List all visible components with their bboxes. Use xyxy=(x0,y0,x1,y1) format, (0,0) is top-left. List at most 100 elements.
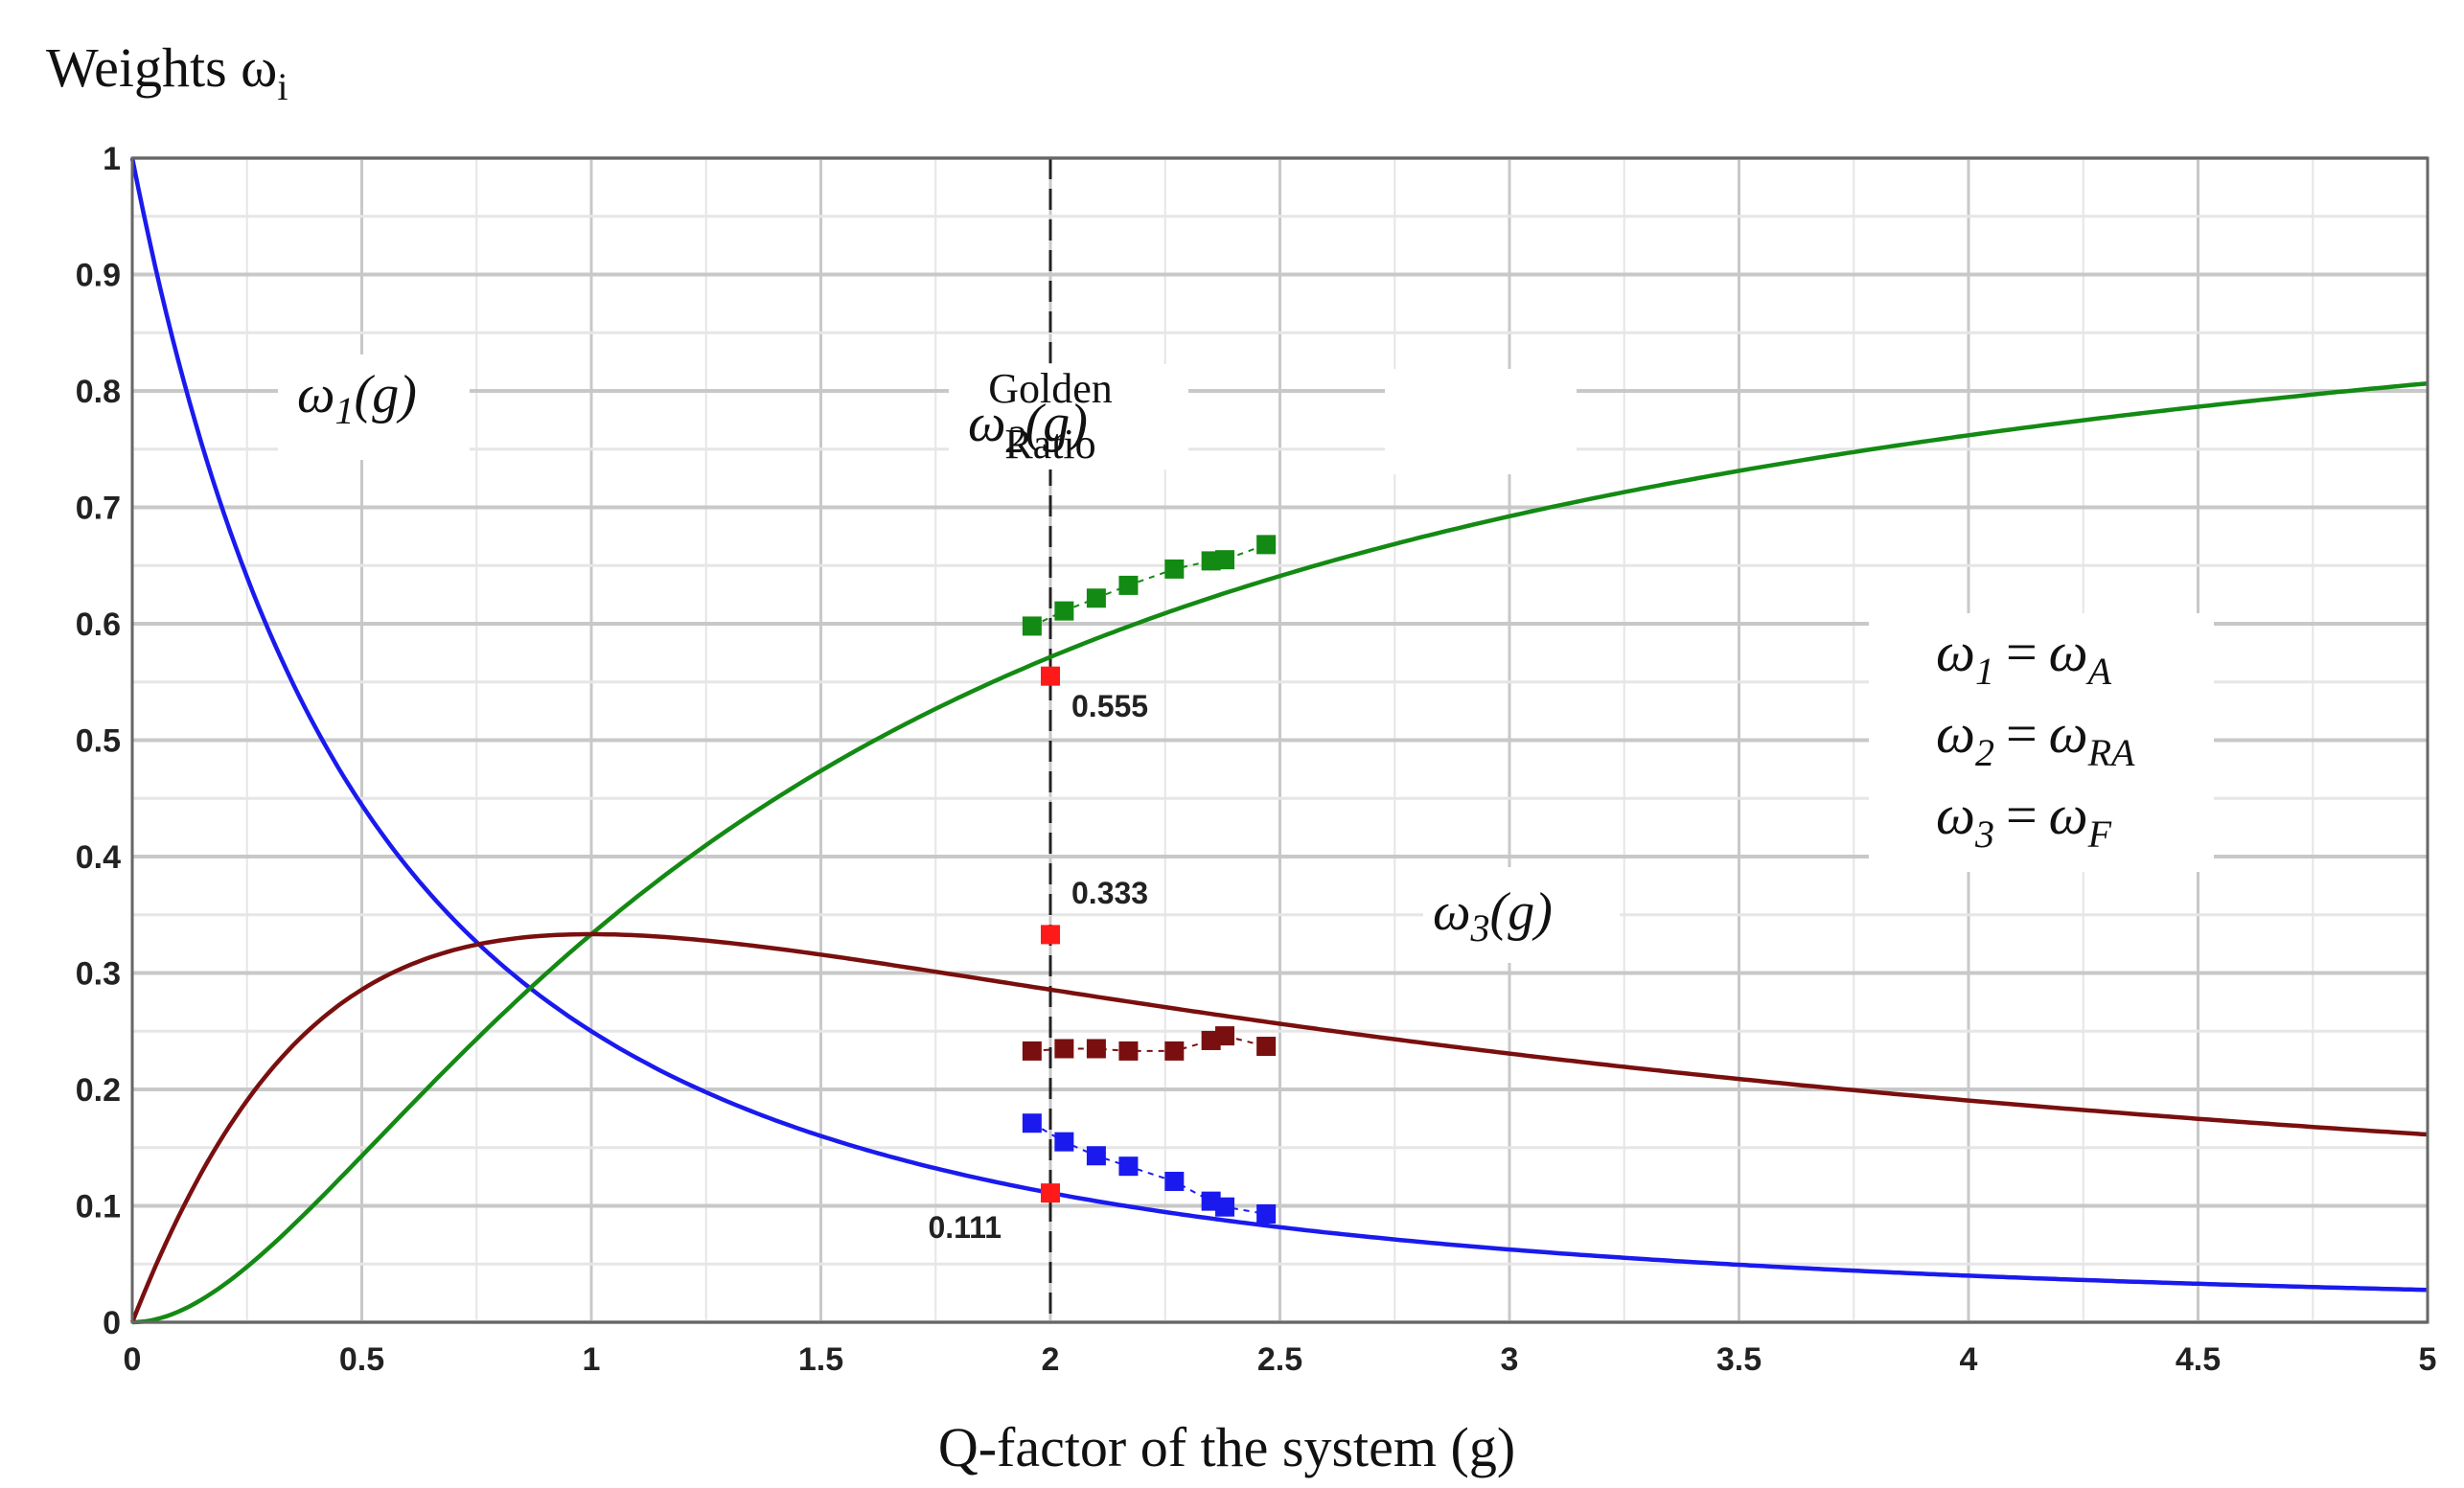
curve-label-sub: 2 xyxy=(1006,418,1025,461)
x-tick-label: 2 xyxy=(1042,1341,1060,1378)
legend-rhs: ω xyxy=(2049,784,2088,846)
data-point xyxy=(1086,1039,1106,1059)
legend-rhs-sub: F xyxy=(2087,813,2112,856)
label-bg xyxy=(278,355,470,460)
golden-label-line1: Golden xyxy=(988,365,1113,412)
y-tick-label: 0.5 xyxy=(76,723,121,760)
label-bg xyxy=(1385,369,1577,474)
legend-rhs-sub: A xyxy=(2085,650,2112,693)
curve-label-2: ω2(g) xyxy=(968,394,1088,461)
data-point xyxy=(1054,1039,1074,1059)
data-point xyxy=(1164,559,1185,579)
curve-label-rest: (g) xyxy=(1490,882,1553,942)
data-point xyxy=(1086,1146,1106,1166)
data-point xyxy=(1256,1204,1277,1225)
y-tick-label: 0.4 xyxy=(76,839,121,876)
markers xyxy=(1022,535,1277,1225)
data-point xyxy=(1215,550,1235,570)
data-point xyxy=(1256,1037,1277,1057)
data-point xyxy=(1164,1171,1185,1191)
data-point xyxy=(1164,1041,1185,1061)
curve-label-sub: 1 xyxy=(335,389,355,432)
data-point xyxy=(1256,535,1277,555)
x-tick-label: 4 xyxy=(1960,1341,1978,1378)
data-point xyxy=(1086,588,1106,608)
curve-label-rest: (g) xyxy=(355,365,417,424)
x-tick-label: 0 xyxy=(124,1341,142,1378)
legend-lhs: ω xyxy=(1936,621,1975,683)
data-point xyxy=(1215,1026,1235,1046)
label-bg xyxy=(1423,867,1620,963)
x-tick-label: 2.5 xyxy=(1257,1341,1302,1378)
label-bg xyxy=(1869,613,2214,872)
curves xyxy=(129,157,2429,1325)
highlight-value-label: 0.111 xyxy=(928,1210,1002,1245)
annotations: Weights ωi Q-factor of the system (g) 0.… xyxy=(46,36,2135,1478)
y-axis-title: Weights ωi xyxy=(46,36,288,108)
legend-lhs-sub: 3 xyxy=(1974,813,1994,856)
data-point xyxy=(1022,616,1042,636)
curve-label-symbol: ω xyxy=(1433,882,1471,942)
curve-label-rest: (g) xyxy=(1025,394,1088,453)
y-tick-label: 1 xyxy=(103,141,121,177)
legend-equation-1: ω1 = ωA xyxy=(1936,621,2112,693)
y-tick-label: 0.8 xyxy=(76,374,121,410)
y-tick-label: 0.7 xyxy=(76,491,121,527)
x-tick-label: 1 xyxy=(583,1341,601,1378)
data-point xyxy=(1054,601,1074,621)
golden-label-line2: Ratio xyxy=(1004,421,1095,468)
x-tick-label: 1.5 xyxy=(798,1341,843,1378)
legend-lhs-sub: 1 xyxy=(1975,650,1994,693)
x-axis-title: Q-factor of the system (g) xyxy=(938,1416,1515,1478)
data-point xyxy=(1022,1113,1042,1133)
highlight-point xyxy=(1041,1183,1060,1203)
plot-frame xyxy=(130,156,2429,1324)
legend-lhs: ω xyxy=(1936,702,1975,765)
w3-curve xyxy=(129,931,2429,1323)
legend-rhs-sub: RA xyxy=(2087,731,2135,774)
data-point xyxy=(1215,1197,1235,1217)
legend-eq: = xyxy=(2006,702,2038,765)
y-tick-label: 0.9 xyxy=(76,258,121,294)
highlight-point xyxy=(1041,925,1060,945)
legend-eq: = xyxy=(2006,621,2038,683)
x-tick-label: 3.5 xyxy=(1716,1341,1762,1378)
highlight-value-label: 0.333 xyxy=(1071,876,1148,910)
y-tick-label: 0.1 xyxy=(76,1189,121,1225)
y-tick-label: 0.6 xyxy=(76,607,121,643)
highlight-point xyxy=(1041,666,1060,686)
y-tick-label: 0.2 xyxy=(76,1072,121,1109)
marker-connector xyxy=(1031,543,1267,628)
curve-label-symbol: ω xyxy=(968,394,1006,453)
curve-label-1: ω1(g) xyxy=(297,365,417,432)
x-tick-label: 4.5 xyxy=(2176,1341,2221,1378)
tick-labels: 0 0.5 1 1.5 2 2.5 3 3.5 4 4.5 5 0 0.1 0.2 0.3 0.4 0.5 0.6… xyxy=(76,141,2437,1378)
data-point xyxy=(1054,1132,1074,1152)
label-backgrounds xyxy=(278,355,2214,963)
legend-lhs: ω xyxy=(1936,784,1975,846)
legend-equation-3: ω3 = ωF xyxy=(1936,784,2112,856)
curve-label-symbol: ω xyxy=(297,365,335,424)
highlight-value-label: 0.555 xyxy=(1071,689,1148,723)
data-point xyxy=(1118,1041,1139,1061)
legend-rhs: ω xyxy=(2049,702,2088,765)
curve-label-3: ω3(g) xyxy=(1433,882,1553,950)
legend-eq: = xyxy=(2006,784,2038,846)
curve-label-sub: 3 xyxy=(1470,906,1490,950)
frame-layer xyxy=(130,156,2429,1324)
data-point xyxy=(1118,1156,1139,1177)
legend-rhs: ω xyxy=(2049,621,2088,683)
x-tick-label: 3 xyxy=(1501,1341,1519,1378)
legend-equation-2: ω2 = ωRA xyxy=(1936,702,2135,774)
data-point xyxy=(1022,1041,1042,1061)
y-tick-label: 0 xyxy=(103,1305,121,1341)
y-tick-label: 0.3 xyxy=(76,956,121,993)
w1-curve xyxy=(129,157,2429,1293)
x-tick-label: 5 xyxy=(2419,1341,2437,1378)
data-point xyxy=(1118,575,1139,595)
legend-lhs-sub: 2 xyxy=(1975,731,1994,774)
x-tick-label: 0.5 xyxy=(339,1341,384,1378)
w2-curve xyxy=(131,380,2429,1325)
label-bg xyxy=(949,364,1188,469)
